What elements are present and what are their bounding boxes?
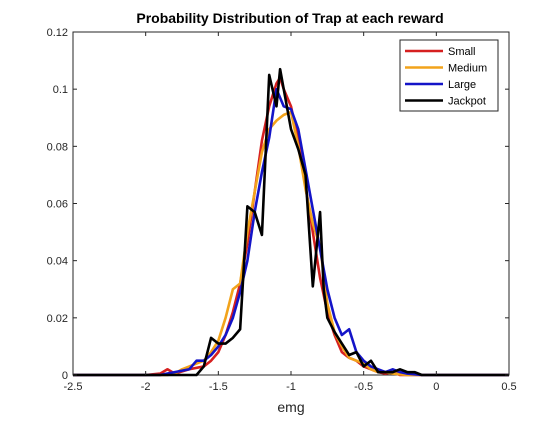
x-tick-label: -1.5 [209, 381, 228, 393]
x-tick-label: 0 [433, 381, 439, 393]
legend-label-jackpot: Jackpot [448, 96, 486, 108]
y-tick-label: 0 [62, 370, 68, 382]
x-tick-label: -0.5 [354, 381, 373, 393]
ticks-layer: -2.5 -2 -1.5 -1 -0.5 0 0.5 0 0.02 0.04 0.06 0.08 0.1… [47, 27, 517, 393]
y-tick-label: 0.08 [47, 141, 68, 153]
y-tick-label: 0.1 [53, 84, 68, 96]
legend-label-large: Large [448, 79, 476, 91]
y-tick-label: 0.04 [47, 256, 68, 268]
chart-title: Probability Distribution of Trap at each… [136, 10, 443, 26]
series-line-jackpot [73, 67, 509, 377]
series-layer [73, 67, 509, 377]
y-tick-label: 0.12 [47, 27, 68, 39]
y-tick-label: 0.02 [47, 313, 68, 325]
x-tick-label: -1 [286, 381, 296, 393]
x-tick-label: -2 [141, 381, 151, 393]
x-axis-label: emg [277, 399, 304, 415]
x-tick-label: 0.5 [501, 381, 516, 393]
y-tick-label: 0.06 [47, 199, 68, 211]
legend: Small Medium Large Jackpot [399, 39, 499, 112]
legend-label-small: Small [448, 46, 476, 58]
x-tick-label: -2.5 [64, 381, 83, 393]
legend-label-medium: Medium [448, 63, 487, 75]
